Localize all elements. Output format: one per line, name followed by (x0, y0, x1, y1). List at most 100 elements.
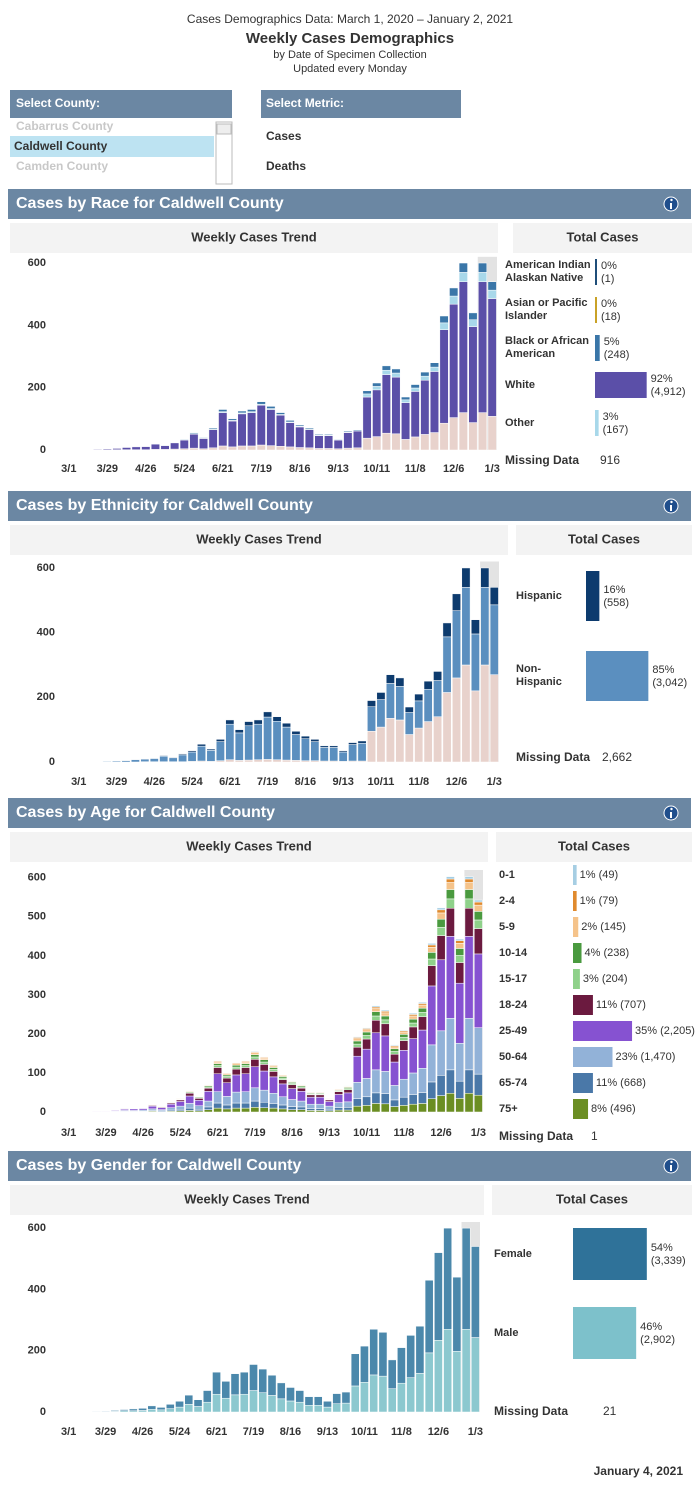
bar-segment (380, 1019, 390, 1025)
category-label-box: 2-4 (499, 894, 515, 907)
bar-segment (473, 904, 483, 912)
bar-segment (464, 876, 474, 880)
bar-segment (241, 1073, 250, 1092)
bar-segment (473, 919, 483, 929)
bar-segment (362, 1048, 371, 1079)
bar-segment (300, 738, 310, 761)
category-label: Male (494, 1326, 519, 1339)
bar-segment (323, 1406, 332, 1413)
bar-segment (443, 1329, 452, 1413)
bar-segment (387, 1359, 397, 1389)
county-option-selected-bg[interactable] (10, 136, 214, 157)
bar-segment (231, 1102, 241, 1109)
total-percent-label: 85% (652, 664, 674, 676)
bar-segment (282, 726, 291, 761)
x-tick-label: 8/16 (289, 463, 310, 475)
bar-segment (427, 944, 437, 948)
x-tick-label: 4/26 (132, 1127, 153, 1139)
bar-segment (415, 1373, 425, 1413)
bar-segment (310, 741, 320, 761)
bar-segment (259, 1089, 269, 1103)
category-label-box: White (505, 379, 535, 391)
bar-segment (230, 1373, 240, 1396)
bar-segment (442, 636, 452, 693)
bar-segment (306, 1108, 316, 1111)
y-tick-label: 400 (28, 319, 46, 331)
bar-segment (231, 1074, 241, 1093)
bar-segment (427, 943, 437, 946)
category-label: 2-4 (499, 894, 515, 907)
bar-segment (408, 1022, 418, 1028)
bar-segment (334, 1107, 344, 1111)
x-tick-label: 12/6 (443, 463, 464, 475)
bar-segment (149, 758, 159, 762)
bar-segment (276, 412, 285, 415)
total-value-label: 8% (496) (591, 1103, 636, 1115)
missing-value: 21 (603, 1404, 617, 1418)
category-label-box: 65-74 (499, 1076, 528, 1089)
bar-segment (390, 1099, 399, 1107)
bar-segment (487, 281, 497, 291)
x-tick-label: 12/6 (428, 1426, 449, 1438)
bar-segment (175, 1401, 184, 1408)
category-label-box: 50-64 (499, 1051, 527, 1063)
bar-segment (473, 928, 483, 955)
bar-segment (203, 1106, 213, 1110)
total-bar (573, 1307, 637, 1359)
bar-segment (304, 429, 314, 449)
bar-segment (295, 1390, 305, 1403)
x-tick-label: 3/29 (95, 1127, 116, 1139)
bar-segment (282, 722, 291, 728)
bar-segment (241, 1091, 250, 1104)
bar-segment (446, 1093, 455, 1113)
county-option[interactable]: Camden County (16, 159, 108, 173)
bar-segment (362, 393, 372, 398)
bar-segment (315, 1108, 325, 1111)
bar-segment (218, 445, 228, 451)
bar-segment (376, 726, 386, 763)
county-option[interactable]: Caldwell County (14, 139, 108, 153)
bar-segment (324, 435, 334, 449)
county-option[interactable]: Cabarrus County (16, 119, 114, 133)
bar-segment (324, 434, 334, 436)
totals-header (496, 832, 692, 862)
bar-segment (239, 1371, 249, 1395)
bar-segment (399, 1096, 409, 1106)
bar-segment (343, 1092, 353, 1103)
bar-segment (278, 1104, 288, 1110)
metric-option[interactable]: Deaths (266, 159, 306, 173)
total-value-label: 2% (145) (581, 921, 626, 933)
bar-segment (147, 1405, 157, 1410)
bar-segment (266, 409, 276, 446)
scrollbar-thumb[interactable] (216, 123, 232, 135)
bar-segment (101, 1410, 110, 1412)
bar-segment (369, 1374, 379, 1413)
bar-segment (418, 1092, 427, 1104)
bar-segment (455, 948, 465, 956)
bar-segment (371, 1011, 381, 1017)
category-label-box: 25-49 (499, 1024, 528, 1037)
bar-segment (304, 447, 314, 451)
category-label: 18-24 (499, 998, 528, 1011)
bar-segment (436, 959, 446, 1032)
x-tick-label: 1/3 (487, 776, 502, 788)
bar-segment (362, 396, 372, 439)
x-tick-label: 10/11 (353, 1127, 380, 1139)
bar-segment (473, 953, 483, 1028)
bar-segment (362, 1035, 371, 1040)
missing-label: Missing Data (494, 1404, 568, 1418)
info-icon-stem (670, 1165, 672, 1171)
metric-option[interactable]: Cases (266, 129, 302, 143)
bar-segment (418, 1029, 427, 1069)
category-label: 25-49 (499, 1024, 528, 1037)
bar-segment (222, 1077, 232, 1083)
bar-segment (401, 399, 411, 403)
bar-segment (227, 420, 237, 448)
category-label: 65-74 (499, 1076, 528, 1089)
bar-segment (418, 1103, 427, 1113)
bar-segment (380, 1093, 390, 1105)
bar-segment (278, 1108, 288, 1113)
bar-segment (221, 1397, 231, 1413)
bar-segment (285, 422, 295, 448)
scrollbar[interactable] (215, 121, 233, 185)
